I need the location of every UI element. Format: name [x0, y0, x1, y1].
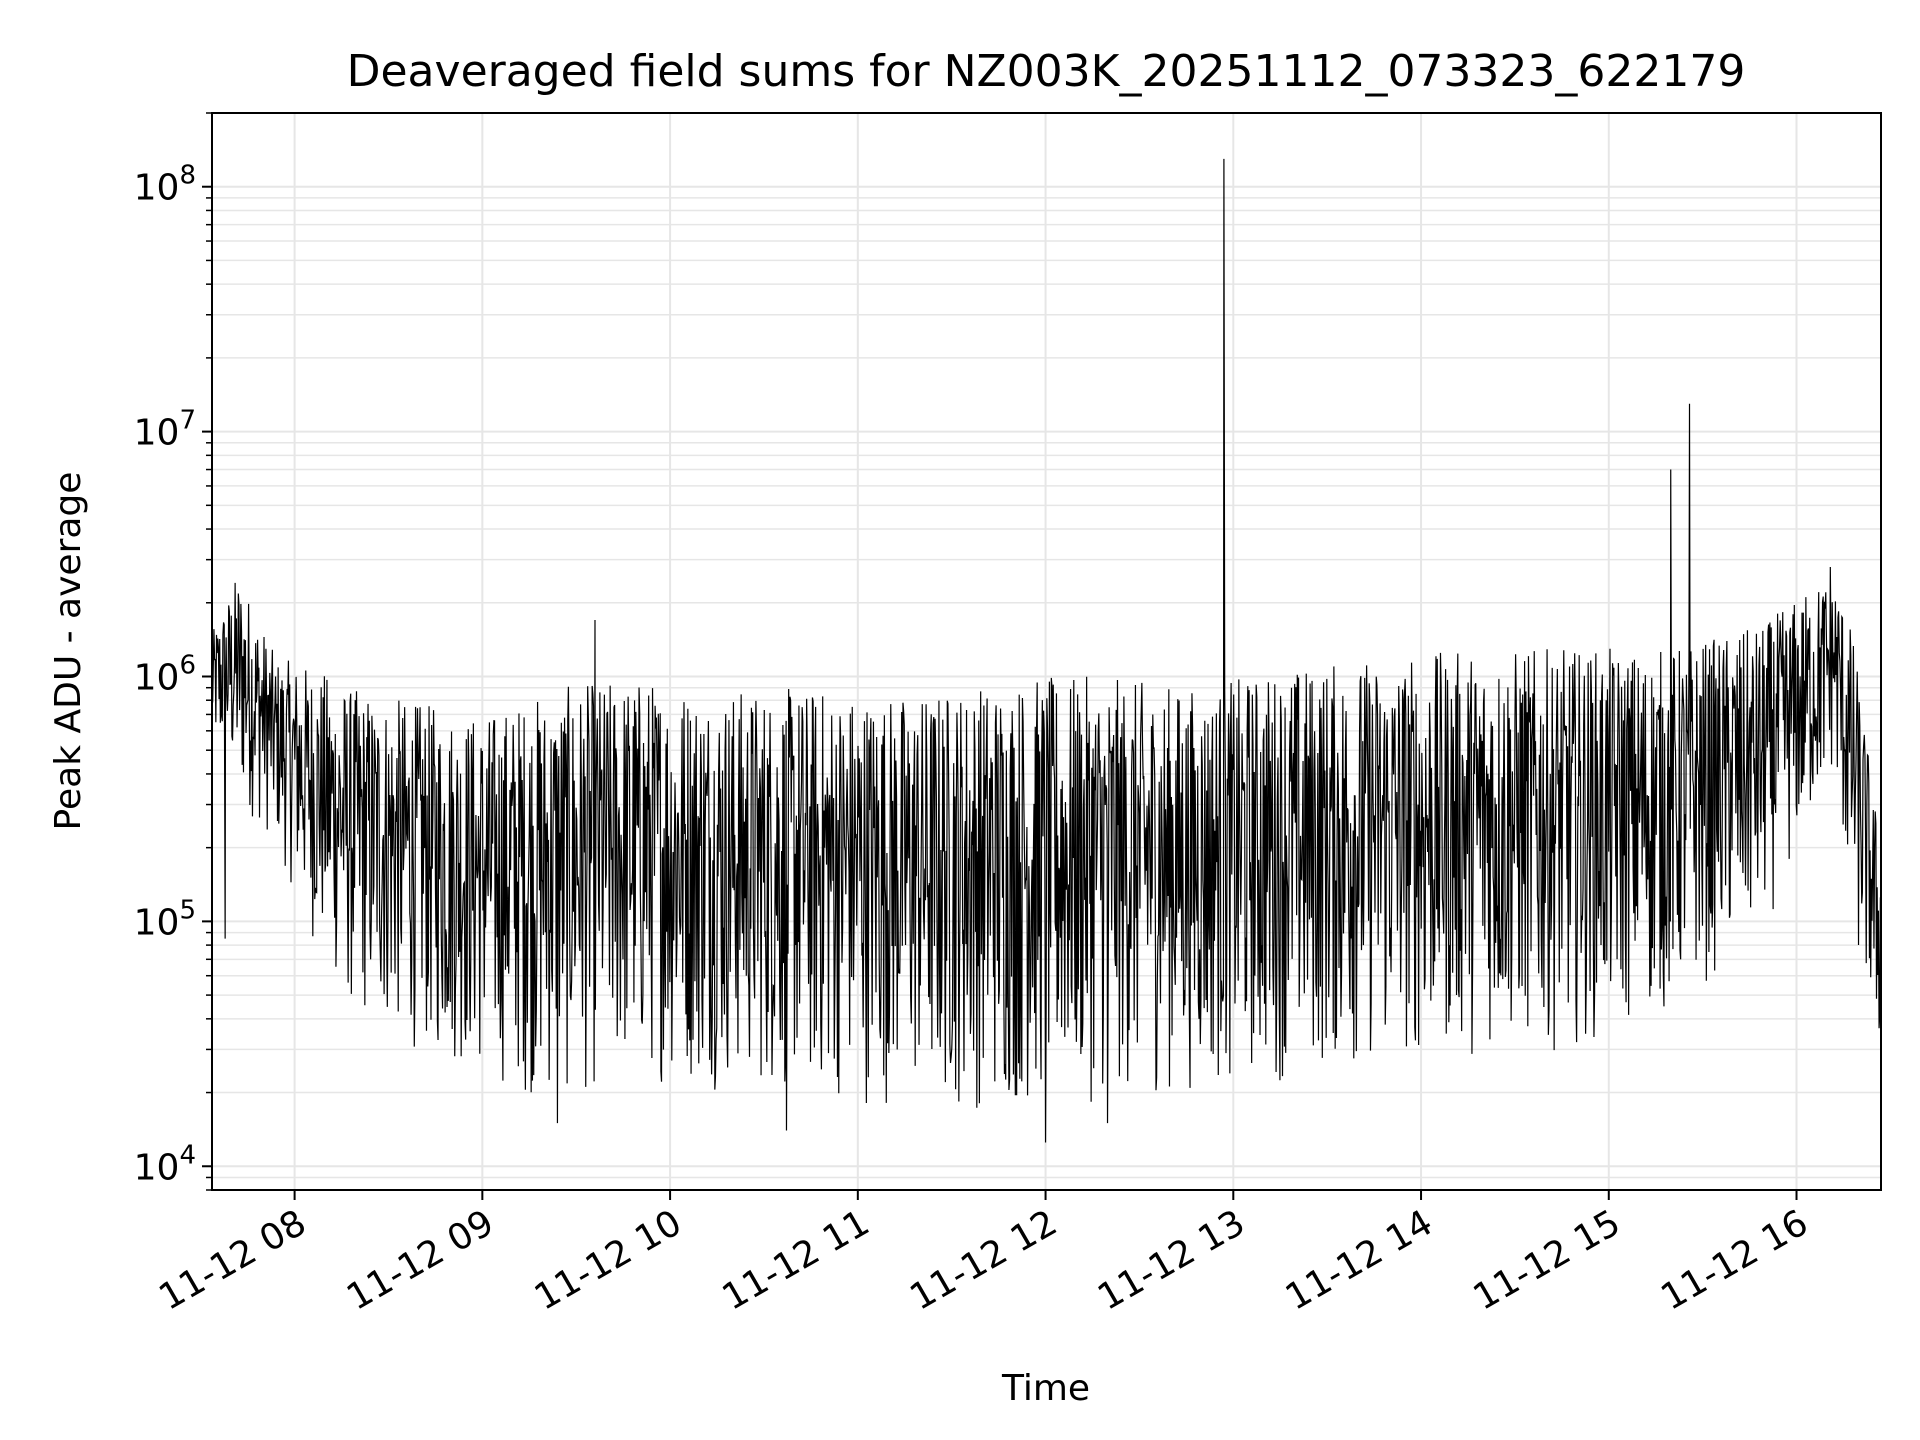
- y-tick-label: 105: [134, 895, 196, 943]
- y-axis-label: Peak ADU - average: [48, 472, 89, 831]
- y-tick-label: 107: [134, 406, 196, 454]
- series-line: [211, 158, 1882, 1143]
- y-tick-label: 108: [134, 161, 196, 209]
- series-group: [211, 158, 1882, 1143]
- y-tick-label: 104: [134, 1140, 196, 1188]
- y-axis: 104 105 106 107 108: [134, 112, 212, 1191]
- chart-title: Deaveraged field sums for NZ003K_2025111…: [347, 46, 1746, 97]
- y-tick-label: 106: [134, 650, 196, 698]
- x-axis-label: Time: [1001, 1368, 1090, 1409]
